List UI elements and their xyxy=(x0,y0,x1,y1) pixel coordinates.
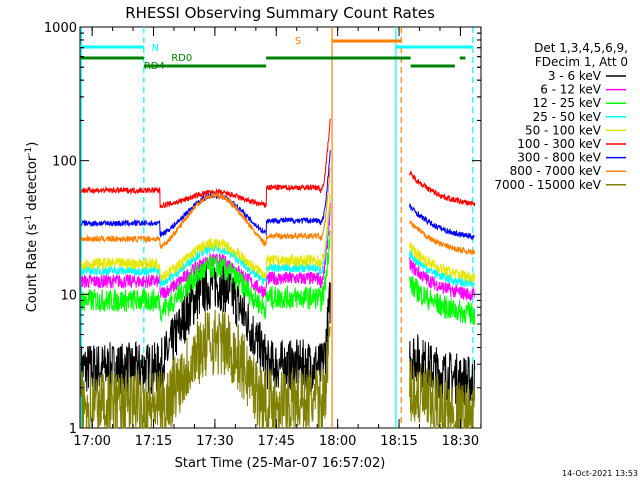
rd4-label: RD4 xyxy=(144,61,165,72)
chart-title: RHESSI Observing Summary Count Rates xyxy=(125,4,435,22)
legend-entry-label: 6 - 12 keV xyxy=(540,83,602,97)
x-tick-label: 18:15 xyxy=(380,434,417,449)
y-axis-label-sup2: -1 xyxy=(24,147,34,156)
series-line xyxy=(80,193,476,284)
x-axis-label: Start Time (25-Mar-07 16:57:02) xyxy=(175,456,386,471)
x-tick-label: 17:00 xyxy=(73,434,110,449)
legend-entry-label: 7000 - 15000 keV xyxy=(494,178,601,192)
legend-header-1: Det 1,3,4,5,6,9, xyxy=(534,41,628,55)
legend-entry-label: 3 - 6 keV xyxy=(548,69,602,83)
series-line xyxy=(80,308,476,430)
legend-entry-label: 100 - 300 keV xyxy=(517,137,601,151)
legend-entry-label: 12 - 25 keV xyxy=(533,96,602,110)
night-label: N xyxy=(152,43,159,54)
y-axis-label-mid: detector xyxy=(25,155,40,215)
x-tick-label: 17:30 xyxy=(196,434,233,449)
y-axis-label-main: Count Rate (s xyxy=(25,224,40,313)
legend: Det 1,3,4,5,6,9, FDecim 1, Att 0 3 - 6 k… xyxy=(494,41,628,192)
render-timestamp: 14-Oct-2021 13:53 xyxy=(562,469,638,478)
series-group xyxy=(80,118,476,430)
rd0-label: RD0 xyxy=(171,53,192,64)
legend-header-2: FDecim 1, Att 0 xyxy=(535,55,628,69)
legend-entry-label: 50 - 100 keV xyxy=(525,123,602,137)
x-tick-label: 18:00 xyxy=(319,434,356,449)
x-tick-label: 18:30 xyxy=(442,434,479,449)
y-tick-label: 100 xyxy=(52,155,77,170)
x-tick-label: 17:15 xyxy=(135,434,172,449)
series-line xyxy=(80,194,475,288)
axes-ticks: 17:00 17:15 17:30 17:45 18:00 18:15 18:30 1 10 10… xyxy=(44,21,482,449)
saa-label: S xyxy=(295,36,301,47)
plot-frame xyxy=(79,26,482,429)
y-tick-label: 1000 xyxy=(44,21,77,36)
legend-entry-label: 25 - 50 keV xyxy=(533,110,602,124)
y-axis-label: Count Rate (s-1 detector-1) xyxy=(24,142,40,313)
y-tick-label: 1 xyxy=(69,422,77,437)
status-bars: N S RD0 RD4 xyxy=(80,36,473,72)
series-line xyxy=(80,167,476,256)
y-tick-label: 10 xyxy=(60,288,77,303)
y-axis-label-end: ) xyxy=(25,142,40,147)
series-line xyxy=(80,118,476,209)
y-axis-label-sup1: -1 xyxy=(24,215,34,224)
series-line xyxy=(80,230,476,325)
legend-entry-label: 300 - 800 keV xyxy=(517,151,601,165)
legend-entry-label: 800 - 7000 keV xyxy=(510,164,602,178)
x-tick-label: 17:45 xyxy=(258,434,295,449)
